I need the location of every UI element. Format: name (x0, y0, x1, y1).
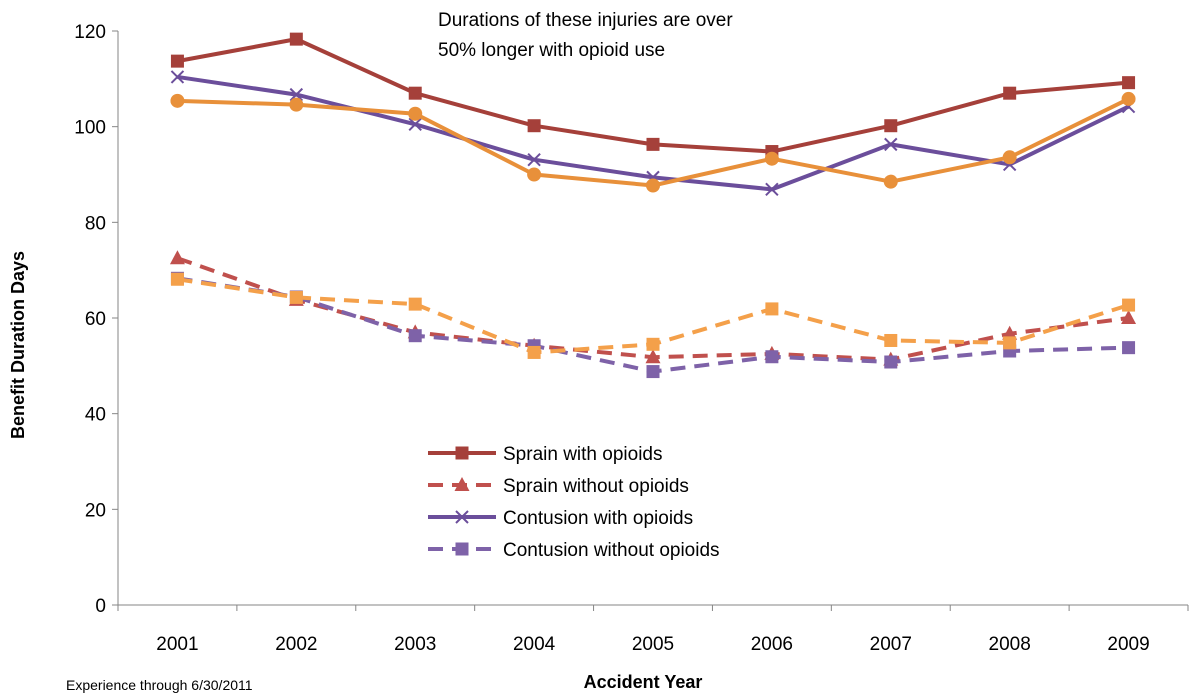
footnote: Experience through 6/30/2011 (66, 677, 253, 693)
legend: Sprain with opioids Sprain without opioid… (428, 444, 720, 561)
data-point (646, 178, 660, 193)
data-point (170, 70, 185, 84)
series-5 (170, 272, 1136, 359)
y-axis-title: Benefit Duration Days (8, 251, 28, 439)
x-axis-title: Accident Year (584, 672, 703, 692)
data-point (289, 97, 304, 112)
data-point (1003, 336, 1017, 350)
x-tick-label: 2005 (632, 634, 674, 655)
y-tick-label: 20 (85, 500, 106, 521)
series-layer (169, 32, 1137, 379)
legend-item: Sprain with opioids (428, 444, 662, 465)
annotation-line: Durations of these injuries are over (438, 10, 733, 31)
legend-swatch-marker (455, 510, 469, 524)
y-tick-label: 60 (85, 309, 106, 330)
data-point (1122, 341, 1136, 355)
data-point (527, 152, 541, 167)
data-point (646, 337, 660, 351)
x-tick-label: 2008 (989, 634, 1031, 655)
data-point (289, 290, 303, 304)
legend-swatch-marker (454, 477, 470, 491)
legend-label: Contusion without opioids (503, 540, 720, 561)
legend-label: Sprain without opioids (503, 476, 689, 497)
legend-item: Contusion without opioids (428, 540, 720, 561)
x-tick-label: 2006 (751, 634, 793, 655)
data-point (645, 349, 661, 364)
series-line (177, 74, 1130, 192)
data-point (408, 117, 422, 131)
x-tick-label: 2009 (1107, 634, 1149, 655)
data-point (408, 297, 422, 311)
data-point (646, 137, 660, 151)
y-tick-label: 80 (85, 213, 106, 234)
axes: 0 20 40 60 80 100 120 2001 2002 2003 2004 2005 2006 2… (74, 22, 1189, 655)
x-tick-label: 2004 (513, 634, 556, 655)
data-point (884, 333, 898, 347)
data-point (1002, 325, 1018, 340)
legend-label: Sprain with opioids (503, 444, 662, 465)
data-point (527, 345, 541, 359)
data-point (765, 350, 779, 364)
data-point (765, 182, 779, 197)
data-point (169, 250, 185, 265)
data-point (765, 302, 779, 316)
data-point (1121, 310, 1137, 324)
y-tick-label: 0 (95, 596, 106, 617)
data-point (884, 137, 898, 152)
series-0 (170, 32, 1136, 159)
data-point (170, 93, 185, 108)
y-tick-label: 100 (74, 118, 106, 139)
data-point (1002, 150, 1017, 165)
data-point (764, 151, 779, 166)
data-point (408, 329, 422, 343)
data-point (1121, 91, 1136, 106)
data-point (646, 365, 660, 379)
data-point (1003, 86, 1017, 100)
data-point (527, 167, 542, 182)
data-point (1122, 76, 1136, 90)
data-point (408, 86, 422, 100)
data-point (289, 32, 303, 46)
data-point (884, 355, 898, 369)
legend-swatch-marker (455, 542, 469, 556)
data-point (170, 54, 184, 68)
data-point (883, 174, 898, 189)
data-point (884, 119, 898, 133)
annotation: Durations of these injuries are over 50% … (438, 10, 733, 61)
data-point (527, 119, 541, 133)
data-point (408, 106, 423, 121)
x-tick-label: 2002 (275, 634, 317, 655)
data-point (1122, 298, 1136, 312)
legend-swatch-marker (455, 446, 469, 460)
data-point (170, 272, 184, 286)
data-point (289, 87, 304, 102)
y-tick-label: 40 (85, 405, 106, 426)
series-2 (170, 70, 1136, 197)
legend-item: Contusion with opioids (428, 508, 693, 529)
series-4 (170, 91, 1136, 193)
y-tick-label: 120 (74, 22, 106, 43)
x-tick-label: 2007 (870, 634, 912, 655)
annotation-line: 50% longer with opioid use (438, 40, 665, 61)
x-tick-label: 2003 (394, 634, 436, 655)
x-tick-label: 2001 (156, 634, 198, 655)
legend-label: Contusion with opioids (503, 508, 693, 529)
legend-item: Sprain without opioids (428, 476, 689, 497)
